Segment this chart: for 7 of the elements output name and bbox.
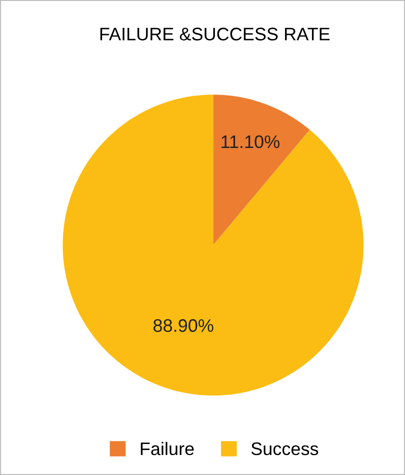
chart-title: FAILURE &SUCCESS RATE [100, 28, 330, 40]
pie-slice [62, 94, 364, 396]
legend-label: Success [251, 442, 318, 456]
data-label: 11.10% [222, 135, 280, 148]
pie-slice [213, 94, 310, 246]
data-label: 88.90% [154, 319, 214, 332]
legend-label: Failure [140, 442, 194, 456]
